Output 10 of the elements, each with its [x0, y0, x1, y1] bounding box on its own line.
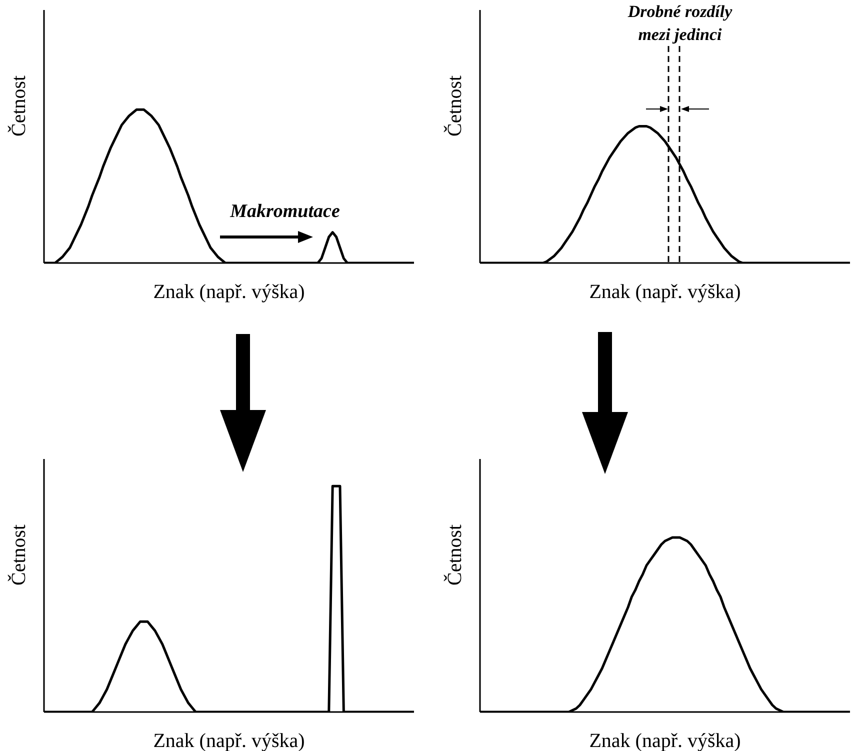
annotation: Makromutace — [228, 200, 341, 223]
text: Drobné rozdíly mezi jedinci — [626, 1, 734, 46]
y-axis-title: Četnost — [443, 74, 466, 136]
x-axis-title: Znak (např. výška) — [153, 281, 305, 303]
x-axis-title: Znak (např. výška) — [153, 730, 305, 751]
x-axis-title: Znak (např. výška) — [589, 730, 741, 751]
x-axis-title: Znak (např. výška) — [589, 281, 741, 303]
y-axis-title: Četnost — [7, 74, 30, 136]
y-axis-title: Četnost — [443, 524, 466, 586]
y-axis-title: Četnost — [7, 524, 30, 586]
